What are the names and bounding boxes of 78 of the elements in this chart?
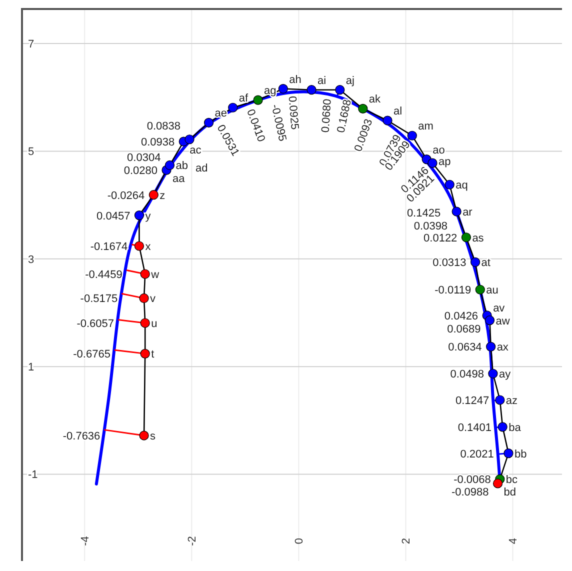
annotation: ag [264,85,276,98]
annotation: aw [496,315,510,328]
y-tick-label: 5 [28,146,34,158]
annotation: x [145,241,152,253]
x-tick-label: 0 [294,538,306,544]
annotation: -0.7636 [62,430,100,443]
annotation: af [238,92,249,105]
annotation: -0.0068 [454,474,491,486]
annotation: y [145,210,152,222]
annotation: ac [190,144,202,157]
annotation: 0.1401 [458,422,492,434]
x-tick-label: 4 [508,538,520,544]
annotation: 0.0689 [447,323,481,336]
annotation: 0.0498 [450,368,484,381]
annotation: ay [498,368,512,381]
annotation: -0.1674 [90,241,128,253]
annotation: 0.1425 [406,208,441,220]
annotation: 0.0457 [96,210,130,222]
annotation: 0.1688 [335,98,354,134]
annotation: al [394,106,402,118]
annotation: aj [346,74,354,87]
annotation: ak [368,94,382,106]
annotation: ad [196,162,208,174]
annotation: 0.0925 [286,96,300,130]
annotation: -0.4459 [85,269,122,281]
annotation: z [160,190,166,202]
annotation: s [150,430,156,443]
annotation: u [151,318,158,330]
y-tick-label: 1 [28,361,34,374]
y-tick-label: 3 [28,254,34,266]
annotation: ax [496,342,509,354]
annotation: -0.5175 [80,293,118,306]
annotation: ab [176,160,188,172]
y-tick-label: 7 [28,38,34,50]
annotation: 0.0093 [352,118,376,154]
annotation: 0.1247 [456,395,490,407]
annotation: as [472,232,484,244]
annotation: 0.0680 [320,98,334,133]
x-tick-label: -4 [79,536,92,546]
annotation: 0.0280 [124,165,158,178]
y-tick-label: -1 [28,469,38,482]
annotation: w [150,269,160,281]
annotation: 0.0634 [448,342,482,354]
annotation: aa [172,173,186,186]
annotation: aq [456,180,468,192]
annotation: ap [438,156,451,168]
annotation: ao [432,144,445,156]
annotation: -0.0119 [434,284,472,297]
annotation: 0.0398 [414,220,448,233]
annotation: 0.2021 [460,448,494,460]
annotation: au [486,284,498,297]
annotation: ah [289,74,302,86]
annotation: at [481,257,490,270]
annotation: 0.0410 [244,108,268,144]
annotation: 0.0304 [127,152,161,164]
annotation: az [506,395,518,407]
annotation: -0.0095 [268,103,288,142]
annotation: ba [508,422,522,434]
x-tick-label: 2 [400,538,413,544]
annotation: av [493,302,506,314]
annotation: -0.6765 [73,348,110,361]
annotation: bd [504,486,516,498]
annotation: bb [514,448,527,460]
annotation: 0.0313 [432,257,466,270]
annotation: 0.0938 [140,136,175,149]
annotation: 0.0838 [146,120,181,132]
annotation: 0.0122 [424,232,458,244]
x-tick-label: -2 [186,536,199,546]
annotation: -0.0264 [107,190,145,202]
annotation: v [150,293,156,306]
annotation: ar [462,206,473,219]
annotation: -0.6057 [76,318,114,330]
annotation: bc [506,474,518,486]
annotation: t [151,348,154,361]
annotation: am [418,120,434,133]
annotation: 0.0426 [444,310,478,322]
annotation: -0.0988 [451,486,489,498]
annotation: ai [318,74,326,87]
